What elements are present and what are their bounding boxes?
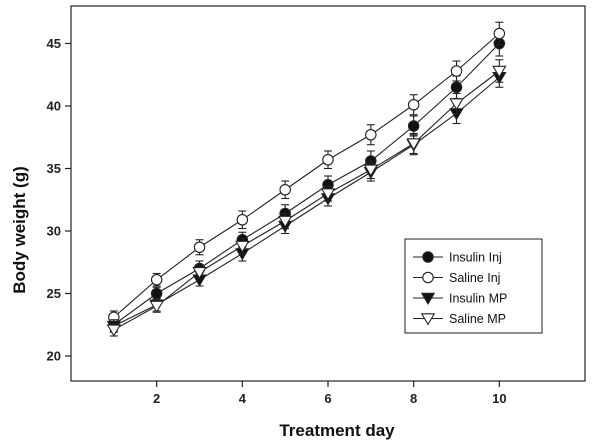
legend-label: Saline MP xyxy=(449,312,506,326)
y-tick-label: 25 xyxy=(47,286,61,301)
y-tick-label: 35 xyxy=(47,161,61,176)
data-point xyxy=(365,129,377,141)
y-tick-label: 20 xyxy=(47,349,61,364)
data-point xyxy=(106,324,121,337)
data-point xyxy=(449,98,464,111)
data-point xyxy=(150,273,163,286)
data-point xyxy=(493,27,506,40)
data-point xyxy=(149,300,164,313)
x-tick-label: 6 xyxy=(324,391,331,406)
y-axis-title: Body weight (g) xyxy=(10,166,29,293)
legend-marker xyxy=(422,251,434,263)
legend-marker xyxy=(422,271,434,284)
series-line xyxy=(113,76,500,327)
data-point xyxy=(279,184,291,196)
data-point xyxy=(492,65,507,78)
series-line xyxy=(113,43,500,326)
series-line xyxy=(113,70,500,331)
x-tick-label: 2 xyxy=(153,391,160,406)
x-tick-label: 10 xyxy=(492,391,506,406)
data-point xyxy=(407,120,420,132)
data-point xyxy=(236,214,249,226)
data-point xyxy=(407,99,420,111)
data-point xyxy=(322,154,334,166)
y-tick-label: 40 xyxy=(47,99,61,114)
legend-label: Insulin MP xyxy=(449,292,507,306)
x-tick-label: 4 xyxy=(239,391,247,406)
y-tick-label: 30 xyxy=(47,224,61,239)
data-point xyxy=(193,241,206,254)
series-saline-mp xyxy=(106,59,507,337)
data-point xyxy=(450,65,463,77)
data-point xyxy=(235,240,250,253)
x-axis-title: Treatment day xyxy=(279,421,395,440)
data-point xyxy=(450,81,463,94)
data-point xyxy=(406,138,421,151)
data-point xyxy=(150,287,163,300)
legend-label: Insulin Inj xyxy=(449,251,502,265)
legend-marker xyxy=(420,292,436,305)
data-point xyxy=(320,188,336,201)
x-tick-label: 8 xyxy=(410,391,417,406)
y-tick-label: 45 xyxy=(47,36,61,51)
data-point xyxy=(363,164,378,177)
series-saline-inj xyxy=(108,21,506,325)
series-line xyxy=(113,33,500,318)
legend-label: Saline Inj xyxy=(449,271,500,285)
data-point xyxy=(192,267,207,280)
legend-marker xyxy=(420,313,436,326)
data-point xyxy=(278,215,293,228)
legend: Insulin Inj Saline Inj Insulin MP Saline MP xyxy=(404,238,543,334)
